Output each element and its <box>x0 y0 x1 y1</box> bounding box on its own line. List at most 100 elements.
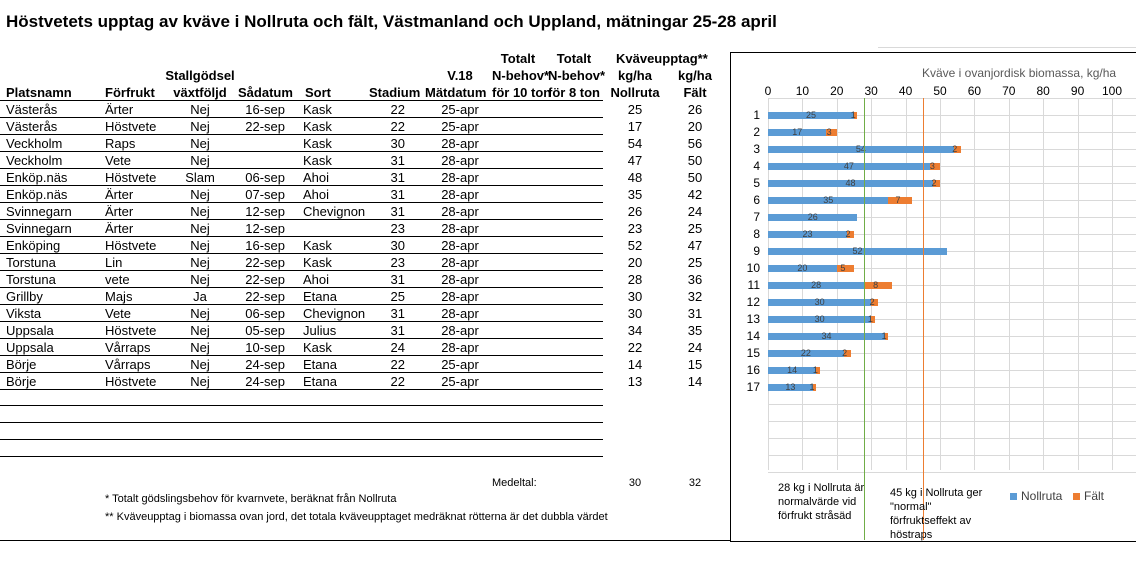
data-label: 26 <box>807 212 818 222</box>
cell-platsnamn: Börje <box>6 374 37 389</box>
table-row: Enköp.näs Höstvete Slam 06-sep Ahoi 31 28-apr 4… <box>0 169 730 186</box>
bar-nollruta <box>768 333 885 340</box>
cell-platsnamn: Västerås <box>6 102 58 117</box>
medeltal-falt: 32 <box>688 477 702 489</box>
cell-falt: 24 <box>687 204 703 219</box>
cell-nollruta: 22 <box>627 340 643 355</box>
cell-falt: 25 <box>687 221 703 236</box>
data-label: 30 <box>814 297 825 307</box>
cell-platsnamn: Enköp.näs <box>6 187 68 202</box>
cell-nollruta: 47 <box>627 153 643 168</box>
cell-matdatum: 28-apr <box>441 255 479 270</box>
table-line <box>0 439 603 440</box>
cell-nollruta: 52 <box>627 238 643 253</box>
y-tick-label: 11 <box>747 278 760 292</box>
gridline <box>768 438 1136 439</box>
cell-nollruta: 26 <box>627 204 643 219</box>
x-tick-label: 60 <box>967 84 982 98</box>
data-label: 23 <box>802 229 813 239</box>
cell-stallgodsel: Nej <box>190 374 210 389</box>
cell-sort: Ahoi <box>303 170 330 185</box>
cell-sort: Kask <box>303 136 332 151</box>
gridline <box>768 132 1136 133</box>
cell-stallgodsel: Nej <box>190 255 210 270</box>
row-line <box>0 185 603 186</box>
cell-stadium: 31 <box>390 170 405 185</box>
cell-sort: Chevignon <box>303 306 366 321</box>
cell-platsnamn: Veckholm <box>6 153 63 168</box>
bar-nollruta <box>768 384 813 391</box>
cell-forfrukt: Vårraps <box>105 340 151 355</box>
bar-falt <box>864 282 892 289</box>
row-line <box>0 321 603 322</box>
cell-sadatum: 22-sep <box>245 119 285 134</box>
data-label: 1 <box>850 110 856 120</box>
gridline <box>768 421 1136 422</box>
cell-forfrukt: Vete <box>105 153 132 168</box>
cell-stallgodsel: Nej <box>190 323 210 338</box>
cell-forfrukt: Höstvete <box>105 170 157 185</box>
table-row: Börje Vårraps Nej 24-sep Etana 22 25-apr 14 15 <box>0 356 730 373</box>
y-tick-label: 10 <box>746 261 760 275</box>
cell-stadium: 22 <box>390 119 405 134</box>
data-label: 28 <box>811 280 822 290</box>
data-label: 2 <box>869 297 875 307</box>
table-row: Viksta Vete Nej 06-sep Chevignon 31 28-apr 30 31 <box>0 305 730 322</box>
data-label: 52 <box>852 246 863 256</box>
table-row: Västerås Höstvete Nej 22-sep Kask 22 25-apr 17 2… <box>0 118 730 135</box>
row-line <box>0 304 603 305</box>
bar-nollruta <box>768 180 934 187</box>
y-tick-label: 5 <box>753 176 760 190</box>
cell-matdatum: 28-apr <box>441 272 479 287</box>
data-label: 1 <box>809 382 815 392</box>
bar-falt <box>826 129 837 136</box>
cell-matdatum: 25-apr <box>441 102 479 117</box>
x-tick-label: 40 <box>898 84 913 98</box>
row-line <box>0 151 603 152</box>
row-line <box>0 270 603 271</box>
gridline <box>768 217 1136 218</box>
bar-falt <box>888 197 913 204</box>
cell-matdatum: 28-apr <box>441 340 479 355</box>
cell-sort: Kask <box>303 119 332 134</box>
data-label: 34 <box>821 331 832 341</box>
cell-stadium: 31 <box>390 306 405 321</box>
bar-falt <box>884 333 889 340</box>
cell-falt: 31 <box>687 306 703 321</box>
data-label: 25 <box>806 110 817 120</box>
bar-nollruta <box>768 146 954 153</box>
cell-stadium: 31 <box>390 323 405 338</box>
row-line <box>0 134 603 135</box>
cell-sadatum: 10-sep <box>245 340 285 355</box>
cell-stadium: 25 <box>390 289 405 304</box>
gridline <box>768 166 1136 167</box>
cell-nollruta: 17 <box>627 119 643 134</box>
cell-matdatum: 28-apr <box>441 221 479 236</box>
row-line <box>0 202 603 203</box>
data-label: 7 <box>895 195 901 205</box>
cell-stadium: 22 <box>390 374 405 389</box>
chart-title: Kväve i ovanjordisk biomassa, kg/ha <box>922 66 1117 80</box>
hdr-vaxtfoljd: växtföljd <box>173 85 227 100</box>
data-label: 22 <box>800 348 811 358</box>
cell-nollruta: 23 <box>627 221 643 236</box>
table-row: Veckholm Vete Nej Kask 31 28-apr 47 50 <box>0 152 730 169</box>
data-label: 3 <box>929 161 935 171</box>
cell-matdatum: 25-apr <box>441 119 479 134</box>
bar-nollruta <box>768 248 947 255</box>
bar-falt <box>812 384 817 391</box>
data-label: 14 <box>787 365 798 375</box>
bar-falt <box>843 350 851 357</box>
table-row: Svinnegarn Ärter Nej 12-sep Chevignon 31 28-ap… <box>0 203 730 220</box>
y-tick-label: 16 <box>746 363 760 377</box>
bar-falt <box>933 180 940 187</box>
cell-stadium: 31 <box>390 204 405 219</box>
gridline <box>940 98 941 470</box>
cell-nollruta: 28 <box>627 272 643 287</box>
data-label: 17 <box>792 127 803 137</box>
gridline <box>974 98 976 470</box>
cell-stallgodsel: Nej <box>190 187 210 202</box>
cell-sort: Chevignon <box>303 204 366 219</box>
gridline <box>1043 98 1045 470</box>
reference-line <box>864 98 866 540</box>
